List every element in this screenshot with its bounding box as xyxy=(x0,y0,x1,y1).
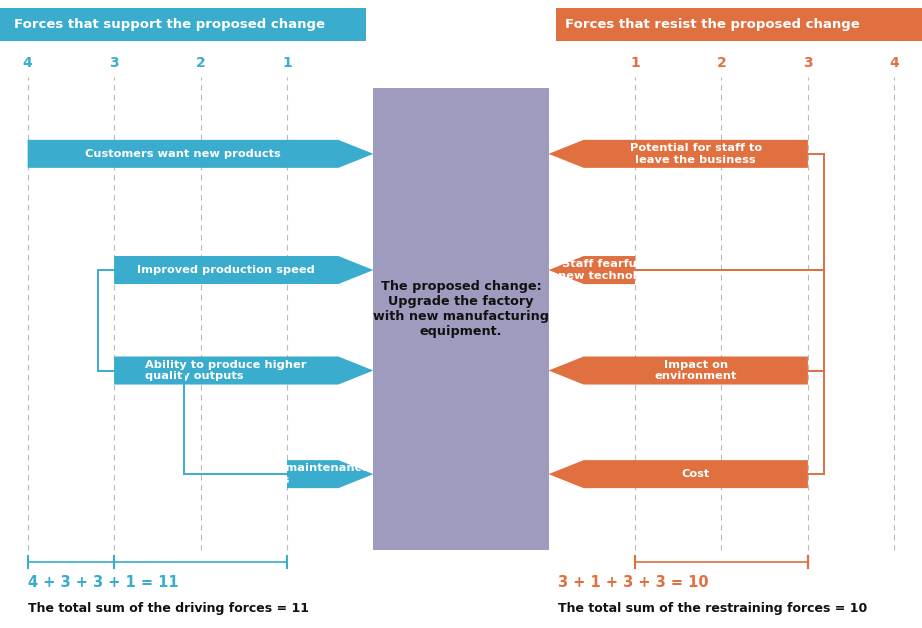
Text: 1: 1 xyxy=(630,57,640,70)
FancyBboxPatch shape xyxy=(556,8,922,41)
Text: Cost: Cost xyxy=(681,469,710,479)
Polygon shape xyxy=(114,357,373,384)
Text: 1: 1 xyxy=(282,57,292,70)
Text: Forces that resist the proposed change: Forces that resist the proposed change xyxy=(565,18,860,31)
Text: Ability to produce higher
quality outputs: Ability to produce higher quality output… xyxy=(146,360,307,381)
Text: 4: 4 xyxy=(23,57,32,70)
Text: 2: 2 xyxy=(716,57,727,70)
Polygon shape xyxy=(549,460,808,488)
Polygon shape xyxy=(287,460,373,488)
FancyBboxPatch shape xyxy=(0,8,366,41)
Text: 4: 4 xyxy=(890,57,899,70)
Text: 3: 3 xyxy=(110,57,119,70)
Text: The total sum of the restraining forces = 10: The total sum of the restraining forces … xyxy=(558,602,867,615)
Polygon shape xyxy=(549,256,635,284)
Text: Forces that support the proposed change: Forces that support the proposed change xyxy=(14,18,325,31)
Text: 4 + 3 + 3 + 1 = 11: 4 + 3 + 3 + 1 = 11 xyxy=(28,575,178,590)
Text: Low maintenance
costs: Low maintenance costs xyxy=(256,463,369,485)
Text: 3 + 1 + 3 + 3 = 10: 3 + 1 + 3 + 3 = 10 xyxy=(558,575,708,590)
Text: The total sum of the driving forces = 11: The total sum of the driving forces = 11 xyxy=(28,602,309,615)
Text: 3: 3 xyxy=(803,57,812,70)
Polygon shape xyxy=(549,140,808,168)
Text: Potential for staff to
leave the business: Potential for staff to leave the busines… xyxy=(630,143,762,165)
Text: Staff fearful of
new technology: Staff fearful of new technology xyxy=(559,259,660,281)
Polygon shape xyxy=(28,140,373,168)
Polygon shape xyxy=(114,256,373,284)
Text: Impact on
environment: Impact on environment xyxy=(655,360,737,381)
Text: The proposed change:
Upgrade the factory
with new manufacturing
equipment.: The proposed change: Upgrade the factory… xyxy=(373,280,549,338)
FancyBboxPatch shape xyxy=(373,88,549,550)
Polygon shape xyxy=(549,357,808,384)
Text: 2: 2 xyxy=(195,57,206,70)
Text: Improved production speed: Improved production speed xyxy=(137,265,315,275)
Text: Customers want new products: Customers want new products xyxy=(85,149,281,159)
